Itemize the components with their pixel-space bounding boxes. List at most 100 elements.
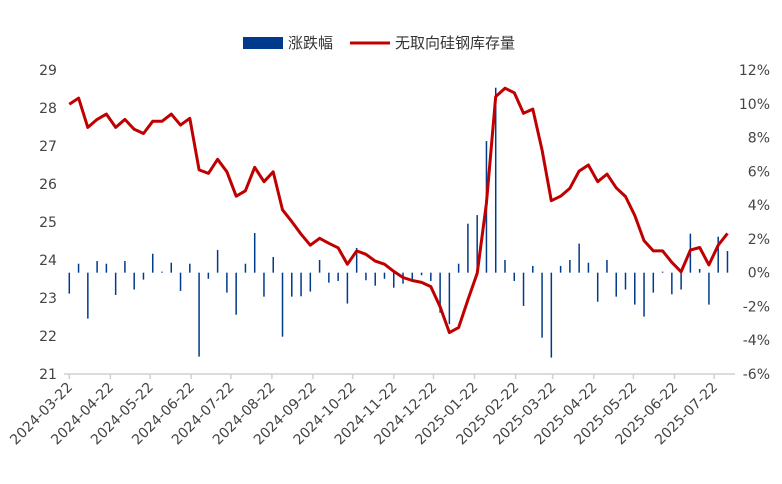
bar bbox=[457, 263, 460, 273]
bar bbox=[643, 272, 645, 317]
bar bbox=[532, 265, 534, 273]
right-tick-label: 12% bbox=[739, 63, 770, 79]
bar bbox=[596, 272, 599, 302]
left-axis: 21 22 23 24 25 26 27 28 29 bbox=[39, 63, 57, 383]
bar bbox=[105, 263, 108, 273]
bar bbox=[411, 272, 414, 280]
left-tick-label: 21 bbox=[39, 367, 57, 383]
bar bbox=[541, 272, 543, 338]
bar bbox=[698, 268, 701, 273]
bar bbox=[189, 263, 191, 273]
bar bbox=[263, 272, 265, 297]
bar bbox=[291, 272, 293, 297]
bar bbox=[216, 250, 219, 273]
bar bbox=[337, 272, 339, 281]
bar bbox=[365, 272, 367, 281]
right-tick-label: 6% bbox=[748, 164, 770, 180]
bar bbox=[430, 272, 432, 281]
bar bbox=[272, 256, 274, 273]
left-tick-label: 29 bbox=[39, 63, 57, 79]
bar bbox=[151, 253, 154, 273]
bar bbox=[634, 272, 636, 305]
bar bbox=[198, 272, 200, 357]
inventory-line bbox=[68, 86, 729, 335]
bar bbox=[550, 272, 553, 358]
bar bbox=[624, 272, 627, 290]
bar bbox=[281, 272, 284, 337]
bar bbox=[569, 260, 571, 273]
bar bbox=[253, 232, 256, 273]
bar bbox=[420, 272, 423, 276]
bar bbox=[439, 272, 441, 313]
bar bbox=[207, 272, 210, 279]
bar bbox=[346, 272, 349, 304]
bar bbox=[374, 272, 376, 286]
bar bbox=[467, 223, 469, 273]
right-axis: -6% -4% -2% 0% 2% 4% 6% 8% 10% 12% bbox=[739, 63, 770, 383]
bar bbox=[726, 251, 729, 273]
left-tick-label: 22 bbox=[39, 329, 57, 345]
bar bbox=[587, 262, 590, 273]
bar-series bbox=[68, 87, 729, 358]
bar bbox=[448, 272, 451, 325]
right-tick-label: 2% bbox=[748, 232, 770, 248]
bar bbox=[606, 260, 608, 273]
bar bbox=[96, 261, 98, 273]
right-tick-label: -2% bbox=[743, 299, 770, 315]
legend-line-label: 无取向硅钢库存量 bbox=[395, 34, 515, 52]
bar bbox=[504, 260, 506, 273]
x-axis: 2024-03-222024-04-222024-05-222024-06-22… bbox=[7, 373, 735, 448]
bar bbox=[328, 272, 330, 283]
bar bbox=[671, 272, 673, 295]
bar bbox=[68, 272, 71, 294]
left-tick-label: 23 bbox=[39, 291, 57, 307]
bar bbox=[522, 272, 525, 306]
bar bbox=[142, 272, 145, 280]
bar bbox=[161, 271, 163, 273]
bar bbox=[235, 272, 237, 315]
bar bbox=[680, 272, 682, 290]
bar bbox=[124, 261, 126, 273]
bar bbox=[494, 87, 497, 273]
right-tick-label: 0% bbox=[748, 266, 770, 282]
line-series bbox=[68, 86, 729, 335]
bar bbox=[615, 272, 617, 297]
right-tick-label: 8% bbox=[748, 131, 770, 147]
right-tick-label: 10% bbox=[739, 97, 770, 113]
bar bbox=[77, 263, 80, 273]
bar bbox=[661, 271, 664, 273]
bar bbox=[114, 272, 117, 295]
bar bbox=[578, 243, 580, 273]
bar bbox=[708, 272, 710, 305]
bar bbox=[300, 272, 302, 297]
bar bbox=[318, 260, 321, 273]
left-tick-label: 24 bbox=[39, 253, 57, 269]
right-tick-label: 4% bbox=[748, 198, 770, 214]
left-tick-label: 25 bbox=[39, 215, 57, 231]
bar bbox=[244, 263, 247, 273]
bar bbox=[513, 272, 516, 281]
right-tick-label: -4% bbox=[743, 333, 770, 349]
bar bbox=[170, 262, 173, 273]
legend: 涨跌幅 无取向硅钢库存量 bbox=[243, 34, 515, 52]
bar bbox=[179, 272, 182, 291]
right-tick-label: -6% bbox=[743, 367, 770, 383]
bar bbox=[133, 272, 135, 290]
bar bbox=[717, 236, 719, 273]
bar bbox=[652, 272, 655, 293]
left-tick-label: 27 bbox=[39, 139, 57, 155]
legend-bar-label: 涨跌幅 bbox=[288, 34, 333, 52]
bar bbox=[476, 215, 478, 273]
bar bbox=[559, 265, 562, 273]
left-tick-label: 28 bbox=[39, 101, 57, 117]
left-tick-label: 26 bbox=[39, 177, 57, 193]
bar bbox=[226, 272, 228, 293]
bar bbox=[309, 272, 312, 292]
legend-bar-swatch bbox=[243, 37, 283, 49]
bar bbox=[383, 272, 386, 279]
bar bbox=[393, 272, 395, 288]
bar bbox=[87, 272, 89, 319]
bar bbox=[355, 248, 358, 273]
